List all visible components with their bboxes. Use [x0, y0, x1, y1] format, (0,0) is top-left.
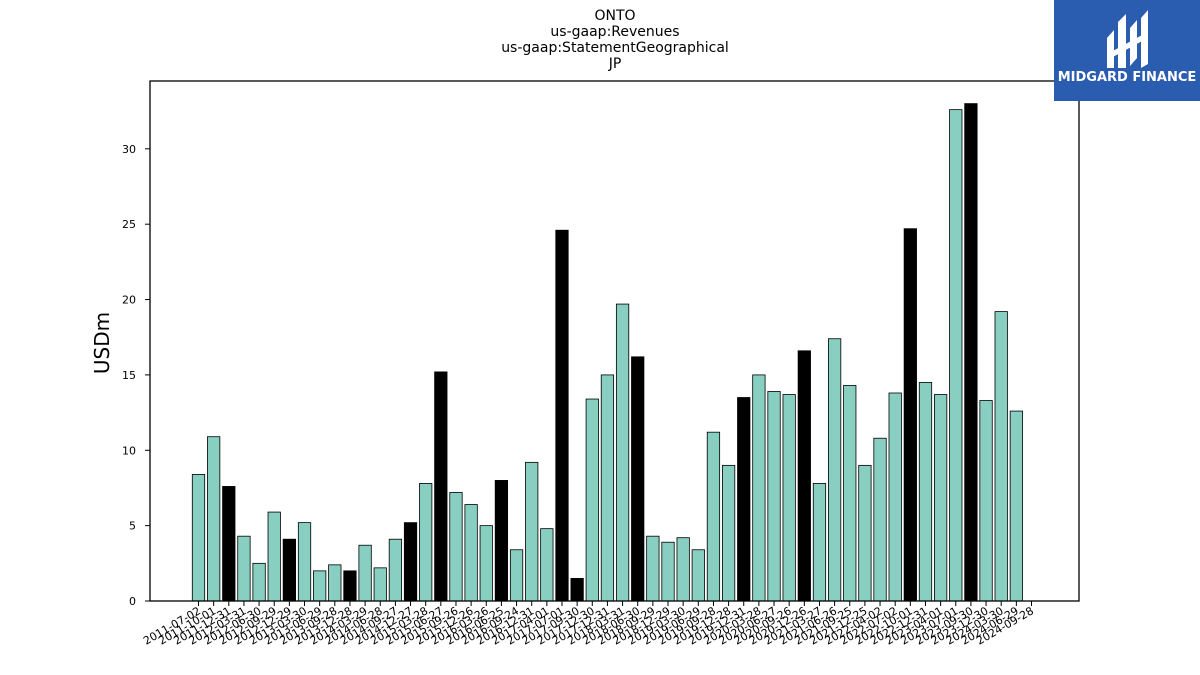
y-axis-ticks: 0 5 10 15 20 25 30: [122, 143, 150, 608]
bar: [252, 562, 266, 602]
bar: [615, 303, 630, 602]
bar: [646, 535, 660, 602]
bar: [600, 374, 615, 602]
logo-mark-icon: [1107, 10, 1148, 68]
bar: [388, 538, 403, 602]
bar: [313, 570, 327, 602]
bar: [222, 486, 236, 602]
bar: [661, 541, 675, 602]
bar: [979, 400, 993, 602]
bar: [1009, 410, 1023, 602]
bar: [934, 394, 948, 602]
bar: [449, 492, 463, 602]
bar: [676, 537, 690, 602]
bar: [797, 350, 811, 602]
bar: [631, 356, 645, 602]
y-tick-label: 25: [122, 218, 136, 231]
bar: [903, 228, 917, 602]
bar: [328, 564, 342, 602]
bar: [237, 535, 251, 602]
bar: [434, 371, 448, 602]
bar: [267, 511, 281, 602]
bar: [752, 374, 766, 602]
plot-frame: [149, 80, 1080, 602]
y-tick-label: 10: [122, 444, 136, 457]
chart-title-line: us-gaap:StatementGeographical: [501, 40, 729, 56]
y-tick-label: 5: [129, 520, 136, 533]
x-axis-ticks: 2011-07-022011-10-012011-12-312012-03-31…: [141, 601, 1036, 648]
bar: [994, 311, 1008, 602]
bar: [373, 567, 387, 602]
bar: [540, 528, 554, 602]
logo-text: MIDGARD FINANCE: [1058, 70, 1197, 85]
bars-group: [191, 103, 1023, 602]
bar: [873, 437, 887, 602]
bar: [812, 483, 827, 602]
bar: [767, 391, 781, 602]
chart-title-line: us-gaap:Revenues: [550, 24, 679, 40]
bar: [827, 338, 842, 602]
bar: [918, 382, 933, 602]
bar: [525, 461, 539, 602]
bar: [419, 483, 433, 602]
y-tick-label: 15: [122, 369, 136, 382]
bar: [191, 473, 206, 602]
midgard-finance-logo: MIDGARD FINANCE: [1054, 0, 1200, 101]
chart-title: ONTOus-gaap:Revenuesus-gaap:StatementGeo…: [501, 8, 729, 72]
bar: [207, 436, 221, 602]
logo-background: [1054, 0, 1200, 101]
y-tick-label: 30: [122, 143, 136, 156]
bar: [843, 385, 857, 602]
bar: [570, 577, 584, 602]
bar: [479, 525, 493, 602]
bar: [691, 549, 705, 602]
chart-title-line: JP: [608, 56, 622, 72]
bar: [964, 103, 978, 602]
bar: [297, 522, 312, 602]
bar: [782, 394, 796, 602]
bar: [555, 229, 569, 602]
y-tick-label: 0: [129, 595, 136, 608]
bar: [343, 570, 357, 602]
bar: [858, 464, 872, 602]
bar: [888, 392, 902, 602]
bar: [949, 109, 963, 602]
bar: [358, 544, 372, 602]
bar: [509, 549, 524, 602]
bar: [403, 522, 418, 602]
bar: [737, 397, 751, 602]
bar: [494, 480, 509, 602]
bar: [464, 504, 478, 602]
chart-title-line: ONTO: [594, 8, 635, 24]
bar: [585, 398, 599, 602]
y-tick-label: 20: [122, 294, 136, 307]
y-axis-label: USDm: [90, 312, 114, 374]
bar: [282, 538, 296, 602]
bar: [721, 464, 736, 602]
bar: [706, 431, 721, 602]
